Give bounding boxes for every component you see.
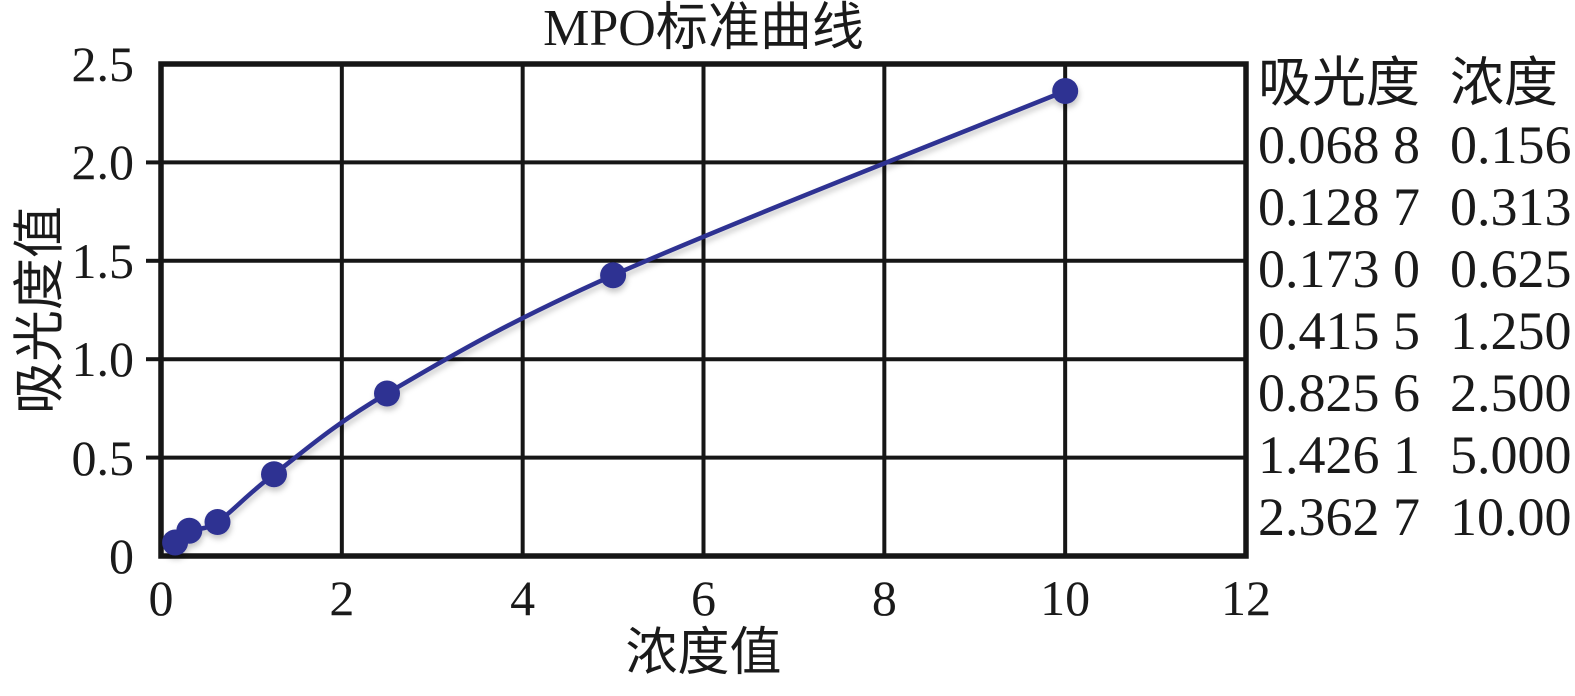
concentration-value: 1.250 <box>1450 301 1572 361</box>
y-tick-label: 2.5 <box>71 36 135 92</box>
table-row: 2.362 7 10.00 <box>1258 486 1572 548</box>
table-row: 0.068 8 0.156 <box>1258 114 1572 176</box>
absorbance-header: 吸光度 <box>1258 53 1420 113</box>
concentration-value: 10.00 <box>1450 487 1572 547</box>
concentration-value: 0.313 <box>1450 177 1572 237</box>
plot-area <box>146 61 1249 559</box>
table-row: 0.415 5 1.250 <box>1258 300 1572 362</box>
y-tick-label: 1.5 <box>71 232 135 289</box>
concentration-value: 2.500 <box>1450 363 1572 423</box>
data-point-marker <box>374 380 400 407</box>
x-tick-label: 0 <box>148 570 174 626</box>
absorbance-value: 0.825 6 <box>1258 363 1420 423</box>
table-row: 0.173 0 0.625 <box>1258 238 1572 300</box>
concentration-value: 0.156 <box>1450 115 1572 175</box>
data-point-marker <box>176 517 203 544</box>
x-tick-label: 4 <box>510 570 536 626</box>
x-tick-label: 2 <box>329 570 355 626</box>
data-point-marker <box>600 262 627 289</box>
x-tick-label: 12 <box>1221 570 1271 626</box>
chart-title: MPO标准曲线 <box>543 0 864 57</box>
standard-curve-line <box>172 88 1068 545</box>
absorbance-value: 2.362 7 <box>1258 487 1420 547</box>
x-tick-label: 10 <box>1040 570 1091 626</box>
concentration-header: 浓度 <box>1450 53 1558 113</box>
absorbance-value: 0.128 7 <box>1258 177 1420 237</box>
absorbance-value: 0.173 0 <box>1258 239 1420 299</box>
standards-table: 吸光度 浓度 0.068 8 0.156 0.128 7 0.313 0.173 0 0.62… <box>1258 52 1572 548</box>
y-tick-label: 0.5 <box>71 429 135 486</box>
concentration-value: 5.000 <box>1450 425 1572 485</box>
table-row: 0.128 7 0.313 <box>1258 176 1572 238</box>
absorbance-value: 0.415 5 <box>1258 301 1420 361</box>
data-point-marker <box>204 509 231 535</box>
standard-curve-series <box>162 78 1079 556</box>
absorbance-value: 1.426 1 <box>1258 425 1420 485</box>
table-header-row: 吸光度 浓度 <box>1258 52 1572 114</box>
y-tick-label: 2.0 <box>71 134 135 191</box>
data-point-marker <box>261 461 287 488</box>
absorbance-value: 0.068 8 <box>1258 115 1420 175</box>
x-tick-label: 6 <box>691 570 716 626</box>
table-row: 1.426 1 5.000 <box>1258 424 1572 486</box>
plot-border <box>158 61 1249 559</box>
concentration-value: 0.625 <box>1450 239 1572 299</box>
chart-canvas <box>146 61 1249 559</box>
y-tick-label: 0 <box>109 528 134 584</box>
data-point-marker <box>1052 78 1079 104</box>
y-tick-label: 1.0 <box>71 331 135 388</box>
x-axis-label: 浓度值 <box>625 625 782 682</box>
x-tick-label: 8 <box>871 570 897 626</box>
table-row: 0.825 6 2.500 <box>1258 362 1572 424</box>
